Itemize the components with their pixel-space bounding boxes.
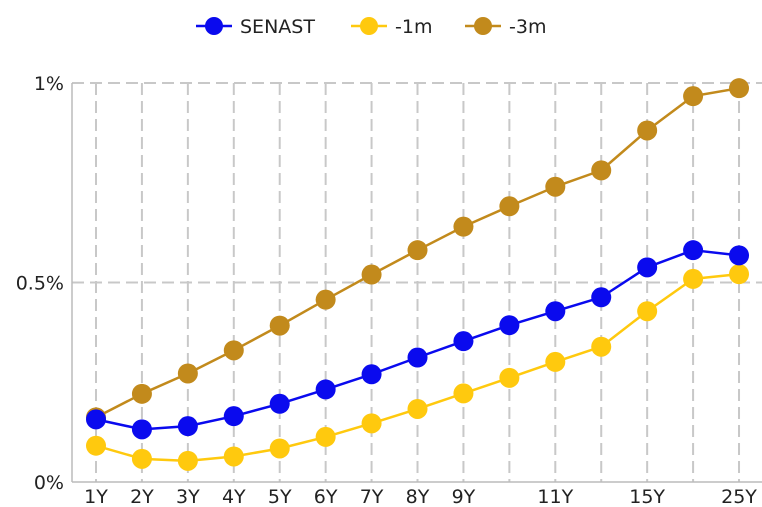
legend-item: SENAST	[196, 16, 315, 38]
data-point	[499, 196, 520, 217]
data-point	[637, 257, 658, 278]
y-tick-label: 0.5%	[16, 273, 64, 295]
data-point	[499, 315, 520, 336]
data-point	[683, 268, 704, 289]
x-tick-label: 3Y	[176, 486, 200, 507]
data-point	[453, 331, 474, 352]
data-point	[315, 426, 336, 447]
data-point	[545, 176, 566, 197]
data-point	[729, 245, 750, 266]
x-tick-label: 9Y	[452, 486, 476, 507]
legend-label: -3m	[509, 16, 546, 38]
data-point	[637, 301, 658, 322]
data-point	[683, 86, 704, 107]
data-point	[315, 379, 336, 400]
x-tick-label: 6Y	[314, 486, 338, 507]
data-point	[407, 347, 428, 368]
data-point	[223, 406, 244, 427]
data-point	[131, 419, 152, 440]
data-point	[269, 315, 290, 336]
legend-label: -1m	[395, 16, 432, 38]
legend-item: -1m	[351, 16, 432, 38]
data-point	[453, 216, 474, 237]
x-tick-label: 8Y	[406, 486, 430, 507]
data-point	[86, 409, 106, 430]
data-point	[131, 448, 152, 469]
data-point	[545, 301, 566, 322]
data-point	[683, 240, 704, 261]
x-tick-label: 5Y	[268, 486, 292, 507]
x-tick-label: 25Y	[721, 486, 757, 507]
data-point	[591, 287, 612, 308]
data-point	[407, 398, 428, 419]
x-tick-label: 15Y	[629, 486, 665, 507]
x-tick-label: 1Y	[84, 486, 108, 507]
data-point	[407, 240, 428, 261]
data-point	[269, 438, 290, 459]
legend-item: -3m	[465, 16, 546, 38]
data-point	[177, 363, 198, 384]
x-tick-label: 11Y	[537, 486, 573, 507]
y-tick-label: 1%	[34, 73, 64, 95]
legend: SENAST -1m -3m	[196, 16, 546, 38]
legend-swatch-marker	[205, 17, 223, 35]
data-point	[591, 336, 612, 357]
data-point	[729, 78, 750, 99]
data-point	[545, 351, 566, 372]
data-point	[499, 367, 520, 388]
data-point	[269, 393, 290, 414]
data-point	[591, 160, 612, 181]
data-point	[453, 383, 474, 404]
axes	[71, 83, 762, 483]
data-point	[131, 383, 152, 404]
legend-swatch-marker	[474, 17, 492, 35]
data-point	[637, 120, 658, 141]
data-point	[223, 446, 244, 467]
data-point	[361, 264, 382, 285]
legend-swatch-marker	[360, 17, 378, 35]
data-point	[177, 450, 198, 471]
data-point	[315, 289, 336, 310]
data-point	[361, 364, 382, 385]
data-point	[177, 416, 198, 437]
data-point	[361, 413, 382, 434]
y-tick-label: 0%	[34, 472, 64, 494]
tick-labels: 0% 0.5% 1% 1Y 2Y 3Y 4Y 5Y 6Y 7Y 8Y 9Y 11Y 15Y 25Y	[16, 73, 758, 507]
x-tick-label: 4Y	[222, 486, 246, 507]
legend-label: SENAST	[240, 16, 315, 38]
grid-lines	[72, 82, 762, 482]
series-layer	[86, 78, 750, 471]
x-tick-label: 7Y	[360, 486, 384, 507]
x-tick-label: 2Y	[130, 486, 154, 507]
data-point	[223, 340, 244, 361]
data-point	[86, 435, 106, 456]
data-point	[729, 264, 750, 285]
